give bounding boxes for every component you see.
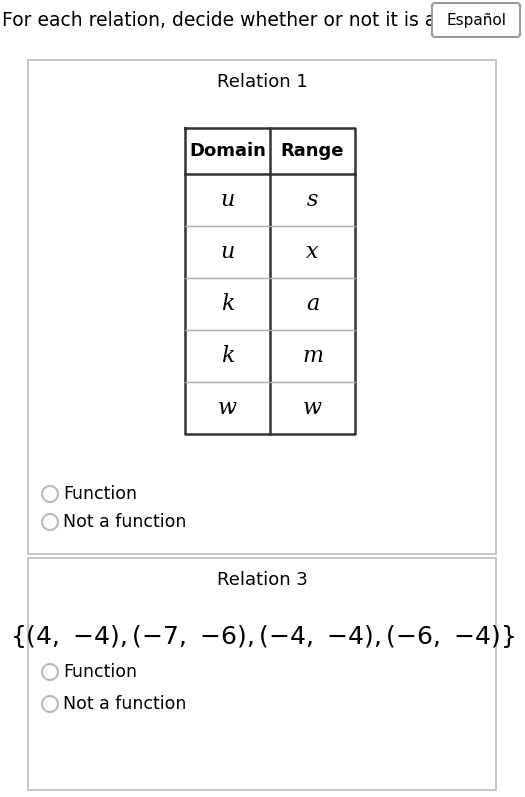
Text: Relation 1: Relation 1 [217,73,307,91]
Text: m: m [302,345,323,367]
Text: Not a function: Not a function [63,695,186,713]
Text: For each relation, decide whether or not it is a functi: For each relation, decide whether or not… [2,10,496,29]
Text: Range: Range [281,142,344,160]
Text: u: u [220,241,235,263]
Bar [28,60,496,554]
Text: x: x [306,241,319,263]
Text: Function: Function [63,663,137,681]
FancyBboxPatch shape [432,3,520,37]
Text: Function: Function [63,485,137,503]
Text: Domain: Domain [189,142,266,160]
Text: Español: Español [446,13,506,28]
Text: k: k [220,293,234,315]
Text: u: u [220,189,235,211]
Text: Relation 3: Relation 3 [216,571,308,589]
Text: k: k [220,345,234,367]
Bar [28,558,496,790]
Text: a: a [306,293,319,315]
Text: w: w [218,397,237,419]
Text: $\{(4,\ {-}4),(-7,\ {-}6),(-4,\ {-}4),(-6,\ {-}4)\}$: $\{(4,\ {-}4),(-7,\ {-}6),(-4,\ {-}4),(-… [9,622,514,650]
Text: w: w [303,397,322,419]
Text: s: s [307,189,318,211]
Text: Not a function: Not a function [63,513,186,531]
